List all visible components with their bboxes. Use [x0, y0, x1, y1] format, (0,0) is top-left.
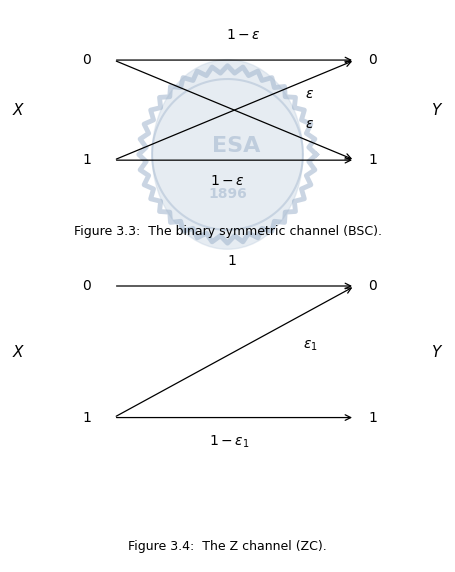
Text: 0: 0	[369, 279, 377, 293]
Text: $1-\epsilon_1$: $1-\epsilon_1$	[209, 434, 250, 450]
Text: 0: 0	[82, 279, 91, 293]
Text: $Y$: $Y$	[430, 344, 443, 360]
Text: 0: 0	[369, 53, 377, 67]
Text: $Y$: $Y$	[430, 102, 443, 118]
Text: $1-\epsilon$: $1-\epsilon$	[226, 28, 261, 42]
Text: 1: 1	[369, 153, 378, 167]
Text: 1: 1	[82, 411, 91, 424]
Text: $\epsilon$: $\epsilon$	[305, 117, 314, 132]
Text: 0: 0	[82, 53, 91, 67]
Text: 1896: 1896	[208, 188, 247, 201]
Text: 1: 1	[82, 153, 91, 167]
Text: ESA: ESA	[212, 136, 261, 156]
Text: Figure 3.4:  The Z channel (ZC).: Figure 3.4: The Z channel (ZC).	[128, 540, 327, 553]
Text: $X$: $X$	[11, 344, 25, 360]
Text: $1$: $1$	[227, 254, 237, 268]
Text: Figure 3.3:  The binary symmetric channel (BSC).: Figure 3.3: The binary symmetric channel…	[74, 225, 381, 238]
Text: $\epsilon_1$: $\epsilon_1$	[303, 339, 317, 353]
Text: $1-\epsilon$: $1-\epsilon$	[210, 174, 245, 188]
Text: 1: 1	[369, 411, 378, 424]
Circle shape	[152, 59, 303, 249]
Text: $\epsilon$: $\epsilon$	[305, 87, 314, 101]
Text: $X$: $X$	[11, 102, 25, 118]
